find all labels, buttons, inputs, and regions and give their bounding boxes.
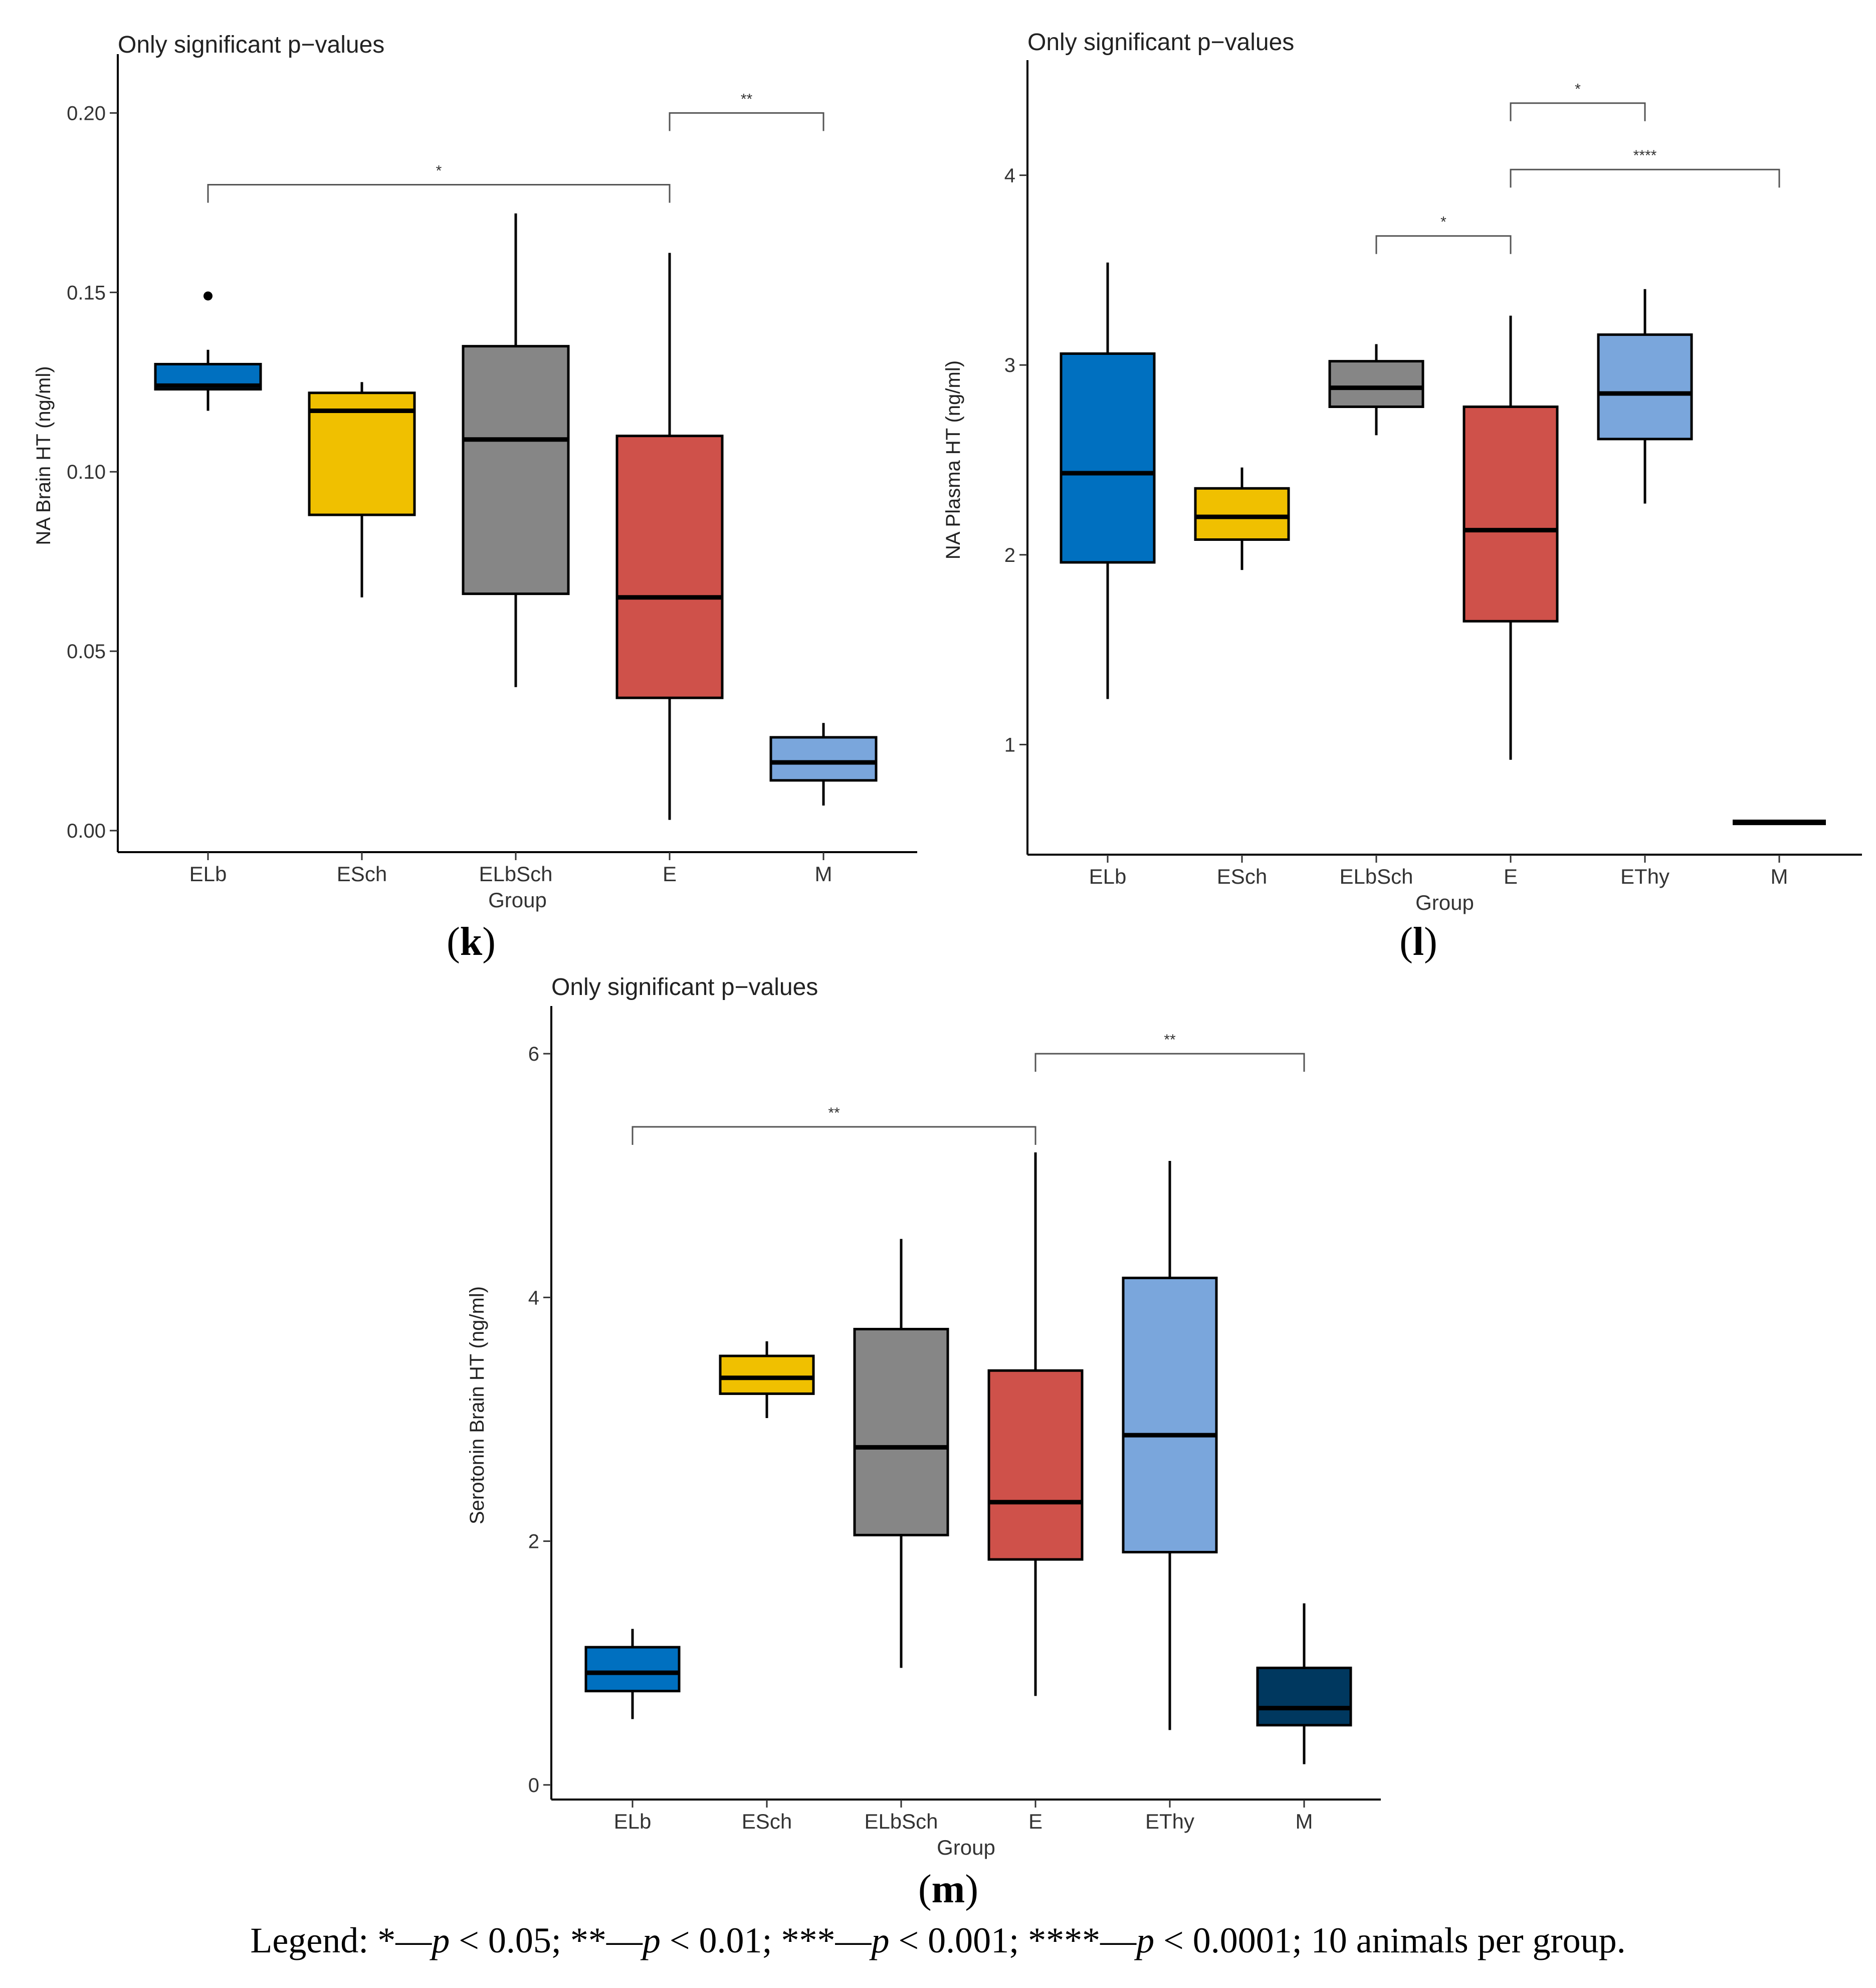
y-tick-label: 0.00 <box>67 820 106 842</box>
x-tick-label-m: M <box>1771 865 1788 888</box>
legend-item-1: *—p < 0.05; <box>377 1920 570 1960</box>
significance-stars: * <box>1575 81 1581 98</box>
y-tick-label: 2 <box>528 1531 539 1553</box>
y-tick-label: 4 <box>528 1287 539 1309</box>
box-m <box>769 736 878 782</box>
panel-k: Only significant p−values 0.00 0.05 0.10 0.1… <box>33 32 917 964</box>
panel-label: (l) <box>1399 920 1437 964</box>
x-tick-label-e: E <box>1028 1810 1043 1833</box>
plot-subtitle: Only significant p−values <box>1027 29 1294 56</box>
x-tick-label-ethy: EThy <box>1145 1810 1194 1833</box>
x-tick-label-elb: ELb <box>1089 865 1127 888</box>
box-elbsch <box>1328 360 1424 408</box>
box-e <box>615 435 724 699</box>
x-axis-label: Group <box>937 1836 995 1859</box>
x-axis-label: Group <box>488 888 547 912</box>
y-tick-label: 1 <box>1004 734 1015 756</box>
box-m <box>1256 1666 1352 1727</box>
legend-item-3: ***—p < 0.001; <box>781 1920 1028 1960</box>
significance-bracket <box>1510 168 1780 188</box>
significance-bracket <box>207 184 671 203</box>
x-tick-label-esch: ESch <box>337 862 387 886</box>
box-elb <box>584 1646 681 1693</box>
box-elbsch <box>462 345 570 595</box>
x-tick-label-m: M <box>1296 1810 1313 1833</box>
legend-item-4: ****—p < 0.0001; <box>1028 1920 1311 1960</box>
y-tick-label: 0.05 <box>67 641 106 663</box>
x-tick-label-elbsch: ELbSch <box>864 1810 938 1833</box>
y-axis-label: NA Brain HT (ng/ml) <box>33 366 55 545</box>
significance-stars: ** <box>741 91 753 107</box>
x-tick-label-esch: ESch <box>742 1810 792 1833</box>
legend-item-2: **—p < 0.01; <box>570 1920 781 1960</box>
box-elb <box>1060 352 1156 564</box>
plot-subtitle: Only significant p−values <box>118 32 384 58</box>
x-tick-label-e: E <box>663 862 677 886</box>
x-tick-label-elb: ELb <box>614 1810 652 1833</box>
x-tick-label-e: E <box>1504 865 1518 888</box>
y-tick-label: 6 <box>528 1043 539 1065</box>
x-tick-label-elb: ELb <box>189 862 227 886</box>
y-tick-label: 0.20 <box>67 102 106 124</box>
y-tick-label: 4 <box>1004 165 1015 187</box>
y-tick-label: 0.15 <box>67 282 106 304</box>
significance-bracket <box>669 112 824 131</box>
panel-label: (m) <box>918 1867 978 1911</box>
panel-label: (k) <box>447 920 496 964</box>
box-esch <box>719 1354 815 1395</box>
plot-subtitle: Only significant p−values <box>551 974 818 1001</box>
box-e <box>1463 405 1559 623</box>
box-elbsch <box>853 1328 949 1536</box>
box-ethy <box>1597 333 1693 441</box>
box-ethy <box>1122 1276 1218 1553</box>
y-axis-label: NA Plasma HT (ng/ml) <box>942 360 964 559</box>
significance-bracket <box>632 1126 1036 1145</box>
significance-stars: * <box>1440 214 1446 231</box>
x-tick-label-elbsch: ELbSch <box>479 862 552 886</box>
legend-caption: Legend: *—p < 0.05; **—p < 0.01; ***—p <… <box>0 1920 1876 1961</box>
x-axis-label: Group <box>1415 891 1474 914</box>
significance-bracket <box>1510 102 1646 121</box>
outlier-elb <box>203 291 213 301</box>
significance-stars: ** <box>1164 1032 1176 1048</box>
significance-stars: ** <box>828 1105 840 1121</box>
x-tick-label-elbsch: ELbSch <box>1339 865 1413 888</box>
y-axis-label: Serotonin Brain HT (ng/ml) <box>466 1286 488 1524</box>
box-e <box>987 1369 1084 1561</box>
significance-bracket <box>1375 235 1512 254</box>
significance-stars: **** <box>1633 147 1657 164</box>
legend-prefix: Legend: <box>250 1920 378 1960</box>
significance-bracket <box>1034 1053 1305 1072</box>
panel-l: Only significant p−values 1 2 3 4 NA Plasma H… <box>942 29 1862 964</box>
y-tick-label: 2 <box>1004 544 1015 566</box>
y-tick-label: 0.10 <box>67 461 106 483</box>
y-tick-label: 3 <box>1004 354 1015 376</box>
box-esch <box>308 391 416 516</box>
significance-stars: * <box>436 163 442 179</box>
x-tick-label-esch: ESch <box>1217 865 1267 888</box>
panel-m: Only significant p−values 0 2 4 6 Serotonin B… <box>466 974 1381 1911</box>
box-esch <box>1194 487 1290 541</box>
x-tick-label-m: M <box>815 862 832 886</box>
legend-suffix: 10 animals per group. <box>1311 1920 1626 1960</box>
y-tick-label: 0 <box>528 1774 539 1797</box>
x-tick-label-ethy: EThy <box>1620 865 1670 888</box>
